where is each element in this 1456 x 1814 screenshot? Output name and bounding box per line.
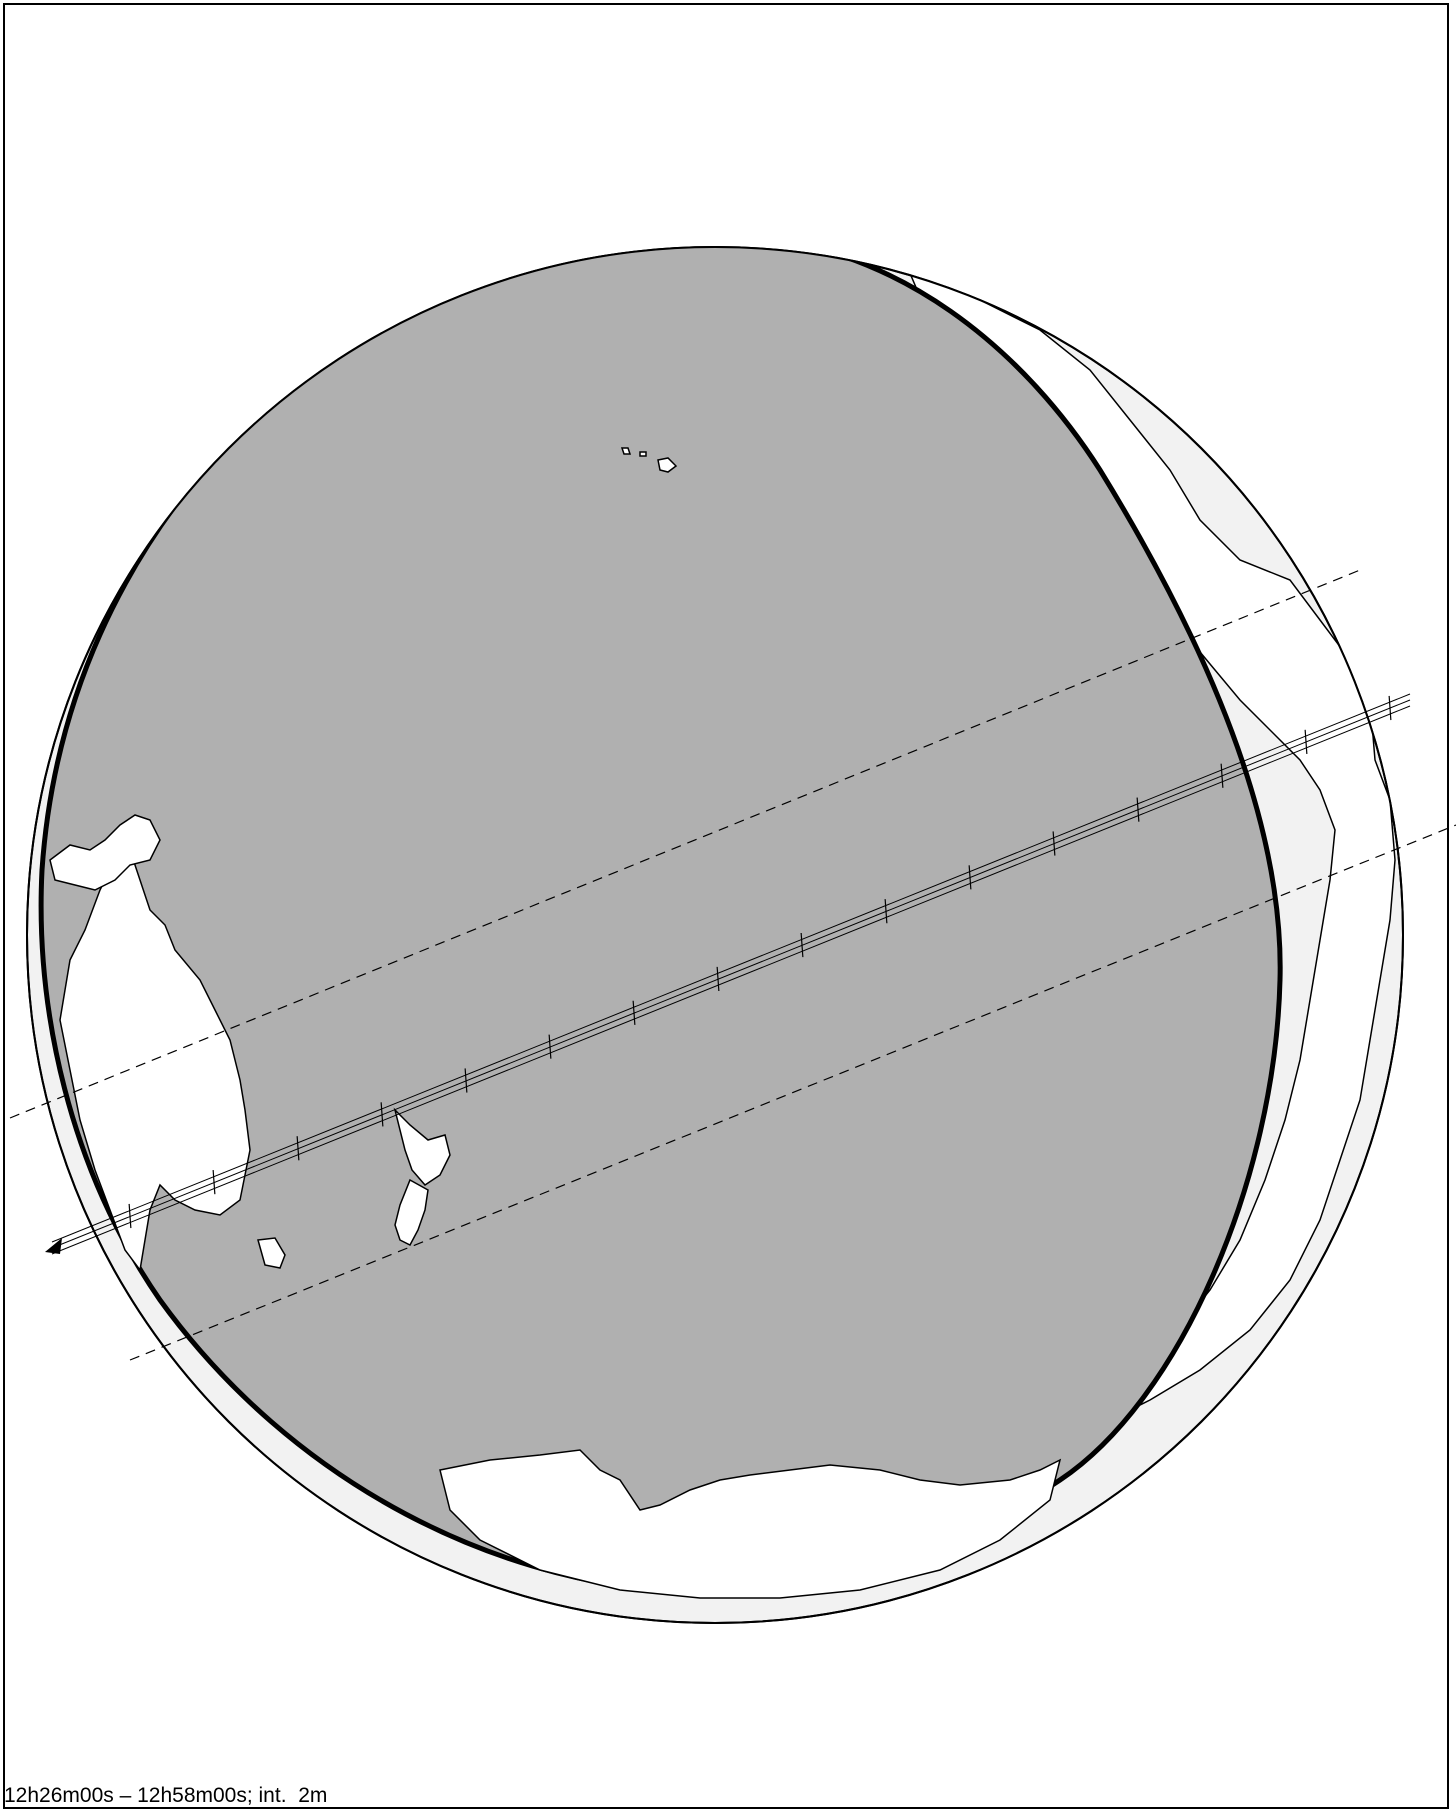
track-tick [716,966,720,992]
track-tick [296,1136,300,1161]
hawaii-islands [620,447,678,473]
central-path [51,693,1411,1255]
penumbra-south-limit [129,824,1456,1361]
path-direction-arrow [45,1238,62,1254]
track-tick [212,1170,216,1195]
new-zealand-north-landmass [393,1107,451,1186]
globe-outline [26,246,1404,1624]
track-tick [1052,831,1056,856]
track-tick [1388,695,1392,721]
new-guinea-landmass [49,814,161,891]
track-tick [1304,729,1308,754]
track-tick [968,865,972,890]
track-tick [884,899,888,924]
track-tick [800,932,804,958]
track-tick [632,1000,636,1025]
track-tick [128,1203,132,1229]
track-ticks [128,695,1392,1229]
track-tick [1220,763,1224,788]
track-tick [548,1034,552,1059]
track-tick [1136,797,1140,822]
track-tick [464,1068,468,1093]
australia-landmass [59,848,251,1272]
new-zealand-south-landmass [394,1178,429,1246]
antarctica-landmass [439,1449,1062,1599]
track-tick [380,1102,384,1127]
penumbra-north-limit [9,569,1361,1119]
time-interval-caption: 12h26m00s – 12h58m00s; int. 2m [4,1784,328,1807]
tasmania-landmass [257,1237,286,1269]
